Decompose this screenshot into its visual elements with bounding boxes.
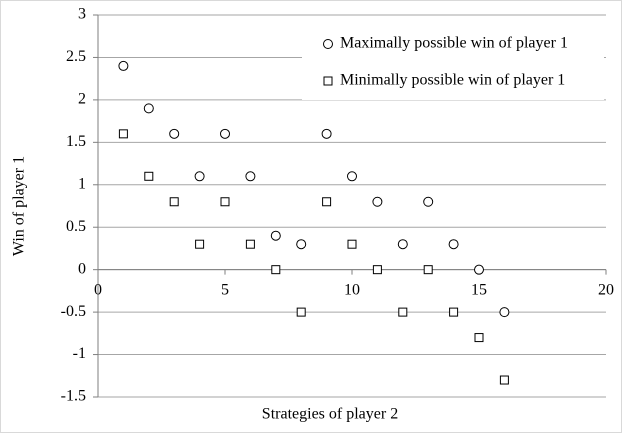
legend-box xyxy=(302,24,604,100)
data-point xyxy=(220,128,230,139)
data-point xyxy=(372,196,383,207)
data-point xyxy=(143,103,154,114)
y-tick-label: 1.5 xyxy=(66,133,86,150)
data-point xyxy=(271,265,281,275)
y-tick-label: 3 xyxy=(78,6,86,23)
y-tick-label: -0.5 xyxy=(61,303,86,320)
data-point xyxy=(194,171,205,182)
y-tick-label: 0.5 xyxy=(66,218,86,235)
y-tick-label: -1.5 xyxy=(61,388,86,405)
data-point xyxy=(118,60,129,71)
data-point xyxy=(296,307,306,317)
data-point xyxy=(220,197,230,207)
x-axis-title: Strategies of player 2 xyxy=(262,406,398,423)
data-point xyxy=(347,171,357,182)
data-point xyxy=(499,307,510,318)
x-tick-label: 10 xyxy=(344,281,360,298)
y-axis-title: Win of player 1 xyxy=(11,156,28,256)
y-tick-label: 2 xyxy=(78,91,86,108)
data-point xyxy=(321,128,332,139)
y-tick-label: 2.5 xyxy=(66,48,86,65)
data-point xyxy=(474,264,484,275)
y-tick-label: 1 xyxy=(78,175,86,192)
data-point xyxy=(118,129,128,139)
data-point xyxy=(449,307,459,317)
x-tick-label: 15 xyxy=(471,281,487,298)
data-point xyxy=(245,239,255,249)
data-point xyxy=(144,171,154,181)
legend-marker xyxy=(323,39,333,49)
y-tick-label: -1 xyxy=(73,345,86,362)
data-point xyxy=(169,197,179,207)
data-point xyxy=(195,239,205,249)
legend-label: Minimally possible win of player 1 xyxy=(340,72,565,89)
data-point xyxy=(398,307,408,317)
data-point xyxy=(270,230,281,241)
data-point xyxy=(499,375,509,385)
data-point xyxy=(347,239,357,249)
legend-marker xyxy=(323,76,333,86)
data-point xyxy=(245,171,256,182)
data-point xyxy=(169,128,180,139)
legend-label: Maximally possible win of player 1 xyxy=(340,35,568,52)
y-tick-label: 0 xyxy=(78,260,86,277)
data-point xyxy=(372,265,382,275)
data-point xyxy=(322,197,332,207)
data-point xyxy=(397,239,408,250)
x-tick-label: 20 xyxy=(598,281,614,298)
data-point xyxy=(448,239,459,250)
data-point xyxy=(423,196,434,207)
x-tick-label: 5 xyxy=(221,281,229,298)
data-point xyxy=(296,239,307,250)
x-tick-label: 0 xyxy=(94,281,102,298)
data-point xyxy=(423,265,433,275)
data-point xyxy=(474,333,484,343)
